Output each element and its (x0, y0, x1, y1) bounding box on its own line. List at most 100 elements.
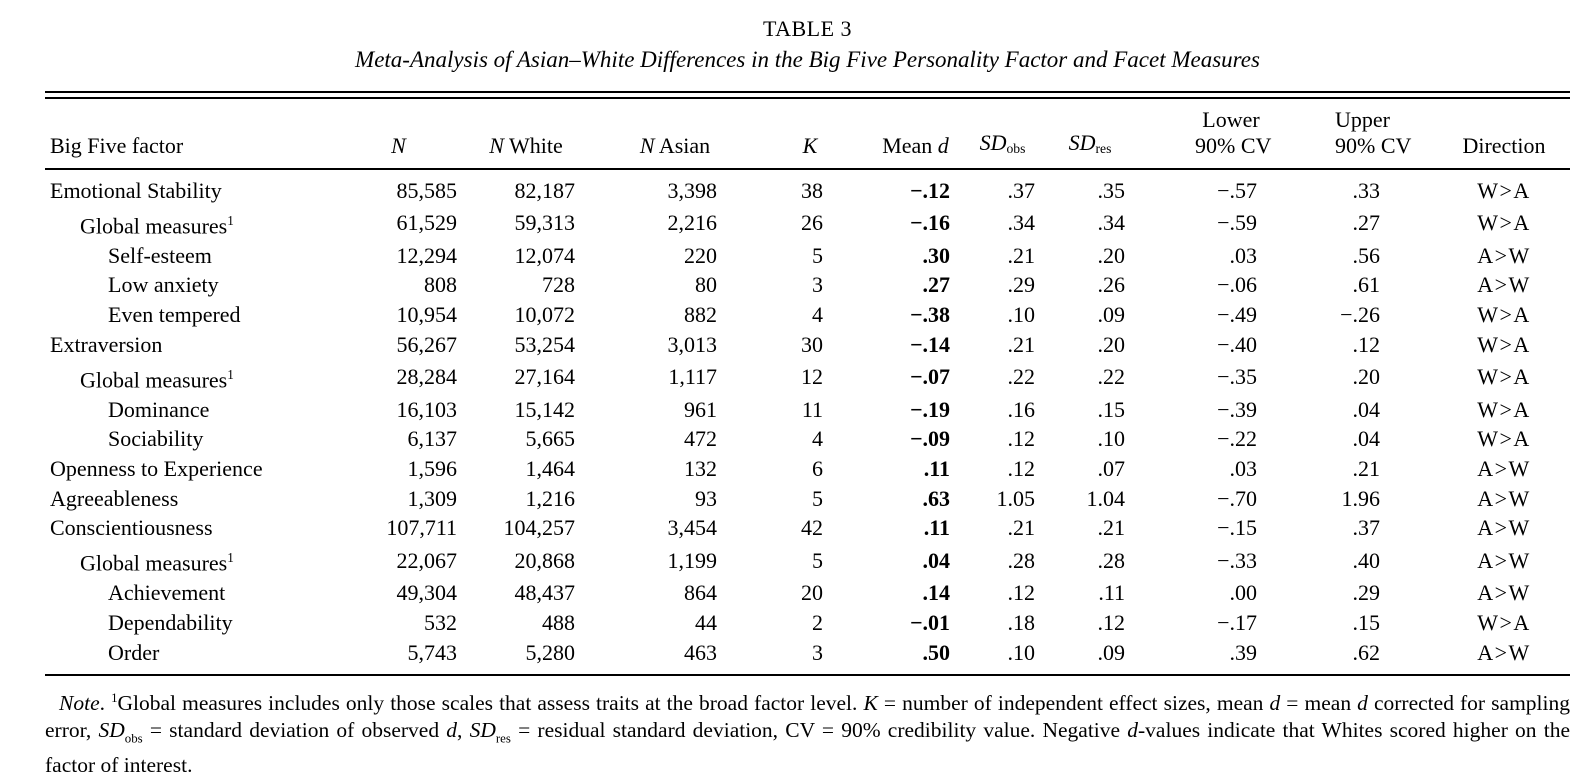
cell-n-white: 12,074 (514, 242, 576, 268)
note-segment: . (99, 691, 112, 716)
cell-k: 20 (801, 580, 823, 606)
cell-direction: A>W (1477, 242, 1531, 268)
cell-lower-cv: −.40 (1217, 331, 1257, 357)
col-header-factor: Big Five factor (45, 99, 330, 170)
cell-k: 3 (812, 639, 823, 665)
cell-sd-res: .10 (1097, 426, 1126, 452)
cell-upper-cv: .56 (1352, 242, 1381, 268)
col-header-upper-cv: Upper 90% CV (1267, 99, 1412, 170)
cell-lower-cv: −.49 (1217, 302, 1257, 328)
cell-sd-res: .09 (1097, 639, 1126, 665)
cell-n-asian: 1,117 (668, 364, 717, 390)
cell-n-asian: 44 (695, 609, 717, 635)
cell-direction: W>A (1477, 396, 1531, 422)
cell-k: 2 (812, 609, 823, 635)
note-segment: = standard deviation of observed (142, 717, 447, 742)
note-segment: Note (59, 691, 100, 716)
cell-k: 42 (801, 515, 823, 541)
cell-upper-cv: −.26 (1340, 302, 1380, 328)
cell-factor: Global measures1 (45, 360, 330, 395)
factor-label: Global measures (80, 550, 228, 576)
sd-symbol: SD (1068, 130, 1096, 155)
cell-sd-obs: .37 (1007, 178, 1036, 203)
cell-sd-obs: .29 (1007, 272, 1036, 298)
cell-lower-cv: .39 (1229, 639, 1258, 665)
table-row: Emotional Stability 85,585 82,187 3,398 38 −.… (45, 169, 1570, 206)
cell-mean-d: .11 (923, 515, 950, 541)
lower-cv-line2: 90% CV (1195, 133, 1272, 158)
cell-upper-cv: .40 (1352, 547, 1381, 573)
cell-n: 107,711 (386, 515, 457, 541)
cell-sd-obs: .22 (1007, 364, 1036, 390)
cell-sd-obs: .12 (1007, 580, 1036, 606)
cell-factor: Achievement (45, 578, 330, 608)
table-row: Conscientiousness 107,711 104,257 3,454 42 .1… (45, 513, 1570, 543)
cell-n-white: 82,187 (514, 178, 576, 203)
note-segment: SD (469, 717, 496, 742)
cell-factor: Even tempered (45, 300, 330, 330)
d-symbol: d (937, 133, 949, 158)
cell-k: 4 (812, 426, 823, 452)
cell-sd-obs: 1.05 (996, 485, 1036, 511)
factor-label: Global measures (80, 213, 228, 239)
factor-label: Agreeableness (50, 485, 179, 511)
col-header-lower-cv: Lower 90% CV (1135, 99, 1272, 170)
cell-sd-obs: .28 (1007, 547, 1036, 573)
cell-n-white: 1,464 (525, 455, 576, 481)
upper-cv-line2: 90% CV (1335, 133, 1412, 158)
table-row: Global measures1 61,529 59,313 2,216 26 −.16.… (45, 206, 1570, 241)
cell-n: 532 (424, 609, 457, 635)
note-segment: SD (98, 717, 125, 742)
cell-lower-cv: .03 (1229, 455, 1258, 481)
cell-direction: W>A (1477, 609, 1531, 635)
cell-sd-obs: .21 (1007, 515, 1036, 541)
cell-n-asian: 864 (684, 580, 717, 606)
cell-factor: Global measures1 (45, 543, 330, 578)
n-symbol: N (639, 133, 655, 158)
cell-upper-cv: 1.96 (1341, 485, 1381, 511)
cell-n-asian: 93 (695, 485, 717, 511)
cell-k: 30 (801, 331, 823, 357)
cell-mean-d: −.12 (909, 178, 950, 203)
footnote-marker: 1 (227, 212, 234, 228)
cell-sd-res: .12 (1097, 609, 1126, 635)
cell-lower-cv: −.35 (1217, 364, 1257, 390)
n-asian-label: Asian (654, 133, 711, 158)
cell-direction: W>A (1477, 178, 1531, 203)
note-segment: Global measures includes only those scal… (117, 691, 864, 716)
col-header-n-asian: N Asian (585, 99, 727, 170)
cell-n-asian: 472 (684, 426, 717, 452)
cell-n: 49,304 (396, 580, 458, 606)
cell-n-white: 488 (542, 609, 575, 635)
cell-mean-d: −.07 (909, 364, 950, 390)
cell-n-white: 728 (542, 272, 575, 298)
cell-n-asian: 132 (684, 455, 717, 481)
cell-lower-cv: .03 (1229, 242, 1258, 268)
cell-sd-res: .34 (1097, 210, 1126, 236)
res-subscript: res (1095, 141, 1112, 156)
cell-n-asian: 3,398 (667, 178, 718, 203)
col-header-factor-label: Big Five factor (50, 133, 184, 158)
cell-n: 16,103 (396, 396, 458, 422)
col-header-k: K (727, 99, 833, 170)
col-header-mean-d: Mean d (833, 99, 960, 170)
factor-label: Self-esteem (108, 242, 212, 268)
cell-factor: Agreeableness (45, 484, 330, 514)
upper-cv-line1: Upper (1335, 107, 1390, 132)
cell-n-asian: 882 (684, 302, 717, 328)
cell-upper-cv: .27 (1352, 210, 1381, 236)
cell-n-asian: 2,216 (667, 210, 718, 236)
top-double-rule (45, 91, 1570, 99)
cell-upper-cv: .04 (1352, 426, 1381, 452)
col-header-n: N (330, 99, 467, 170)
sd-symbol: SD (979, 130, 1007, 155)
cell-sd-res: .11 (1098, 580, 1125, 606)
note-segment: = number of independent effect sizes, me… (877, 691, 1270, 716)
cell-sd-res: .15 (1097, 396, 1126, 422)
note-segment: -values indicate that Whites scored high… (45, 717, 1570, 777)
cell-n-white: 27,164 (514, 364, 576, 390)
n-symbol: N (489, 133, 504, 158)
table-row: Extraversion 56,267 53,254 3,013 30 −.14 .21 .2… (45, 330, 1570, 360)
cell-sd-obs: .18 (1007, 609, 1036, 635)
factor-label: Low anxiety (108, 272, 219, 298)
